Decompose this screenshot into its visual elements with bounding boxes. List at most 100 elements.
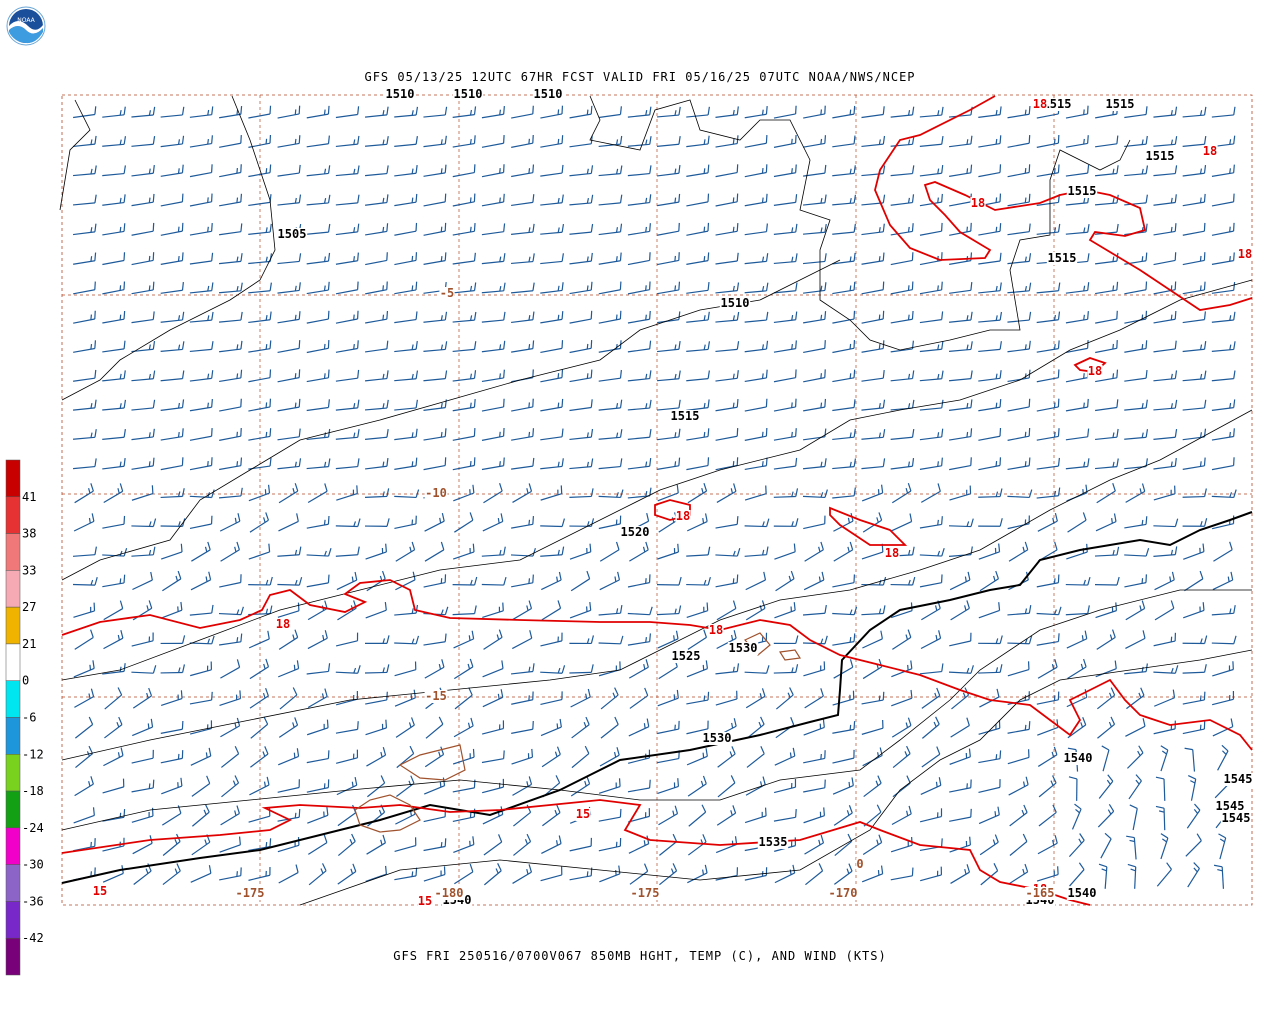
wind-barb — [74, 483, 94, 504]
wind-barb — [511, 574, 534, 588]
label-bg — [1144, 150, 1176, 163]
wind-barb — [628, 718, 650, 737]
wind-barb — [160, 543, 183, 560]
wind-barb — [891, 717, 912, 738]
height-label: 1530 — [703, 731, 732, 745]
wind-barb — [657, 311, 681, 324]
wind-barb — [396, 745, 415, 769]
wind-barb — [160, 106, 185, 118]
wind-barb — [803, 807, 826, 824]
wind-barb — [160, 488, 185, 499]
wind-barb — [73, 106, 97, 119]
wind-barb — [1065, 282, 1090, 294]
colorbar-label: 0 — [22, 674, 29, 688]
wind-barb — [861, 691, 885, 705]
wind-barb — [861, 369, 885, 382]
wind-barb — [248, 223, 272, 235]
wind-barb — [336, 776, 358, 796]
wind-barb — [919, 663, 944, 675]
wind-barb — [657, 252, 680, 266]
wind-barbs — [72, 105, 1237, 889]
wind-barb — [773, 398, 797, 412]
colorbar-swatch — [5, 570, 21, 608]
wind-barb — [102, 340, 126, 353]
wind-barb — [656, 341, 681, 353]
wind-barb — [1211, 489, 1237, 499]
wind-barb — [892, 775, 911, 798]
wind-barb — [950, 600, 970, 621]
wind-barb — [335, 369, 360, 382]
wind-barb — [1153, 194, 1177, 206]
wind-barb — [833, 541, 854, 562]
terrain-label: 0 — [856, 857, 863, 871]
temp-label: 15 — [418, 894, 432, 908]
wind-barb — [278, 717, 299, 738]
wind-barb — [948, 546, 973, 557]
wind-barb — [306, 369, 330, 383]
wind-barb — [482, 513, 504, 532]
wind-barb — [1182, 370, 1207, 382]
wind-barb — [1211, 370, 1236, 382]
height-contour — [299, 649, 1253, 906]
wind-barb — [306, 135, 330, 148]
wind-barb — [219, 398, 242, 412]
wind-barb — [189, 428, 213, 441]
temp-label: 18 — [709, 623, 723, 637]
wind-barb — [482, 660, 504, 678]
wind-barb — [248, 866, 271, 881]
height-label: 1510 — [386, 87, 415, 101]
wind-barb — [949, 164, 973, 177]
wind-barb — [627, 223, 651, 236]
wind-barb — [73, 252, 97, 265]
wind-barb — [483, 629, 503, 650]
wind-barb — [190, 661, 213, 677]
wind-barb — [452, 252, 476, 265]
wind-barb — [131, 428, 155, 441]
height-label: 1515 — [1106, 97, 1135, 111]
wind-barb — [102, 281, 126, 295]
wind-barb — [540, 866, 563, 882]
label-bg — [629, 887, 661, 900]
colorbar-label: 33 — [22, 563, 36, 577]
wind-barb — [131, 165, 155, 177]
wind-barb — [919, 370, 944, 382]
wind-barb — [978, 664, 1003, 674]
wind-barb — [1211, 399, 1236, 411]
wind-barb — [394, 252, 418, 266]
wind-barb — [1007, 427, 1031, 441]
wind-barb — [1154, 689, 1176, 707]
wind-barb — [686, 370, 710, 382]
wind-barb — [745, 571, 767, 591]
wind-barb — [599, 541, 620, 562]
wind-barb — [306, 165, 331, 177]
wind-barb — [540, 311, 564, 324]
wind-barb — [513, 833, 532, 856]
wind-barb — [919, 548, 945, 557]
wind-barb — [569, 281, 593, 295]
wind-barb — [160, 664, 186, 674]
wind-barb — [161, 777, 183, 795]
wind-barb — [162, 863, 181, 886]
wind-barb — [221, 775, 240, 798]
coastline — [61, 95, 276, 401]
wind-barb — [306, 252, 331, 265]
wind-barb — [804, 541, 824, 562]
wind-barb — [948, 341, 973, 352]
wind-barb — [1036, 428, 1060, 441]
wind-barb — [920, 630, 942, 650]
wind-barb — [978, 806, 1000, 825]
wind-barb — [746, 746, 765, 768]
wind-barb — [1036, 574, 1060, 588]
wind-barb — [131, 485, 154, 501]
wind-barb — [627, 340, 652, 353]
wind-barb — [366, 747, 387, 767]
wind-barb — [540, 518, 566, 528]
colorbar-swatch — [5, 717, 21, 755]
wind-barb — [687, 864, 708, 884]
wind-barb — [978, 457, 1002, 471]
wind-barb — [336, 485, 358, 501]
wind-barb — [306, 750, 330, 764]
wind-barb — [365, 601, 387, 619]
wind-barb — [102, 809, 126, 822]
wind-barb — [1095, 135, 1119, 148]
